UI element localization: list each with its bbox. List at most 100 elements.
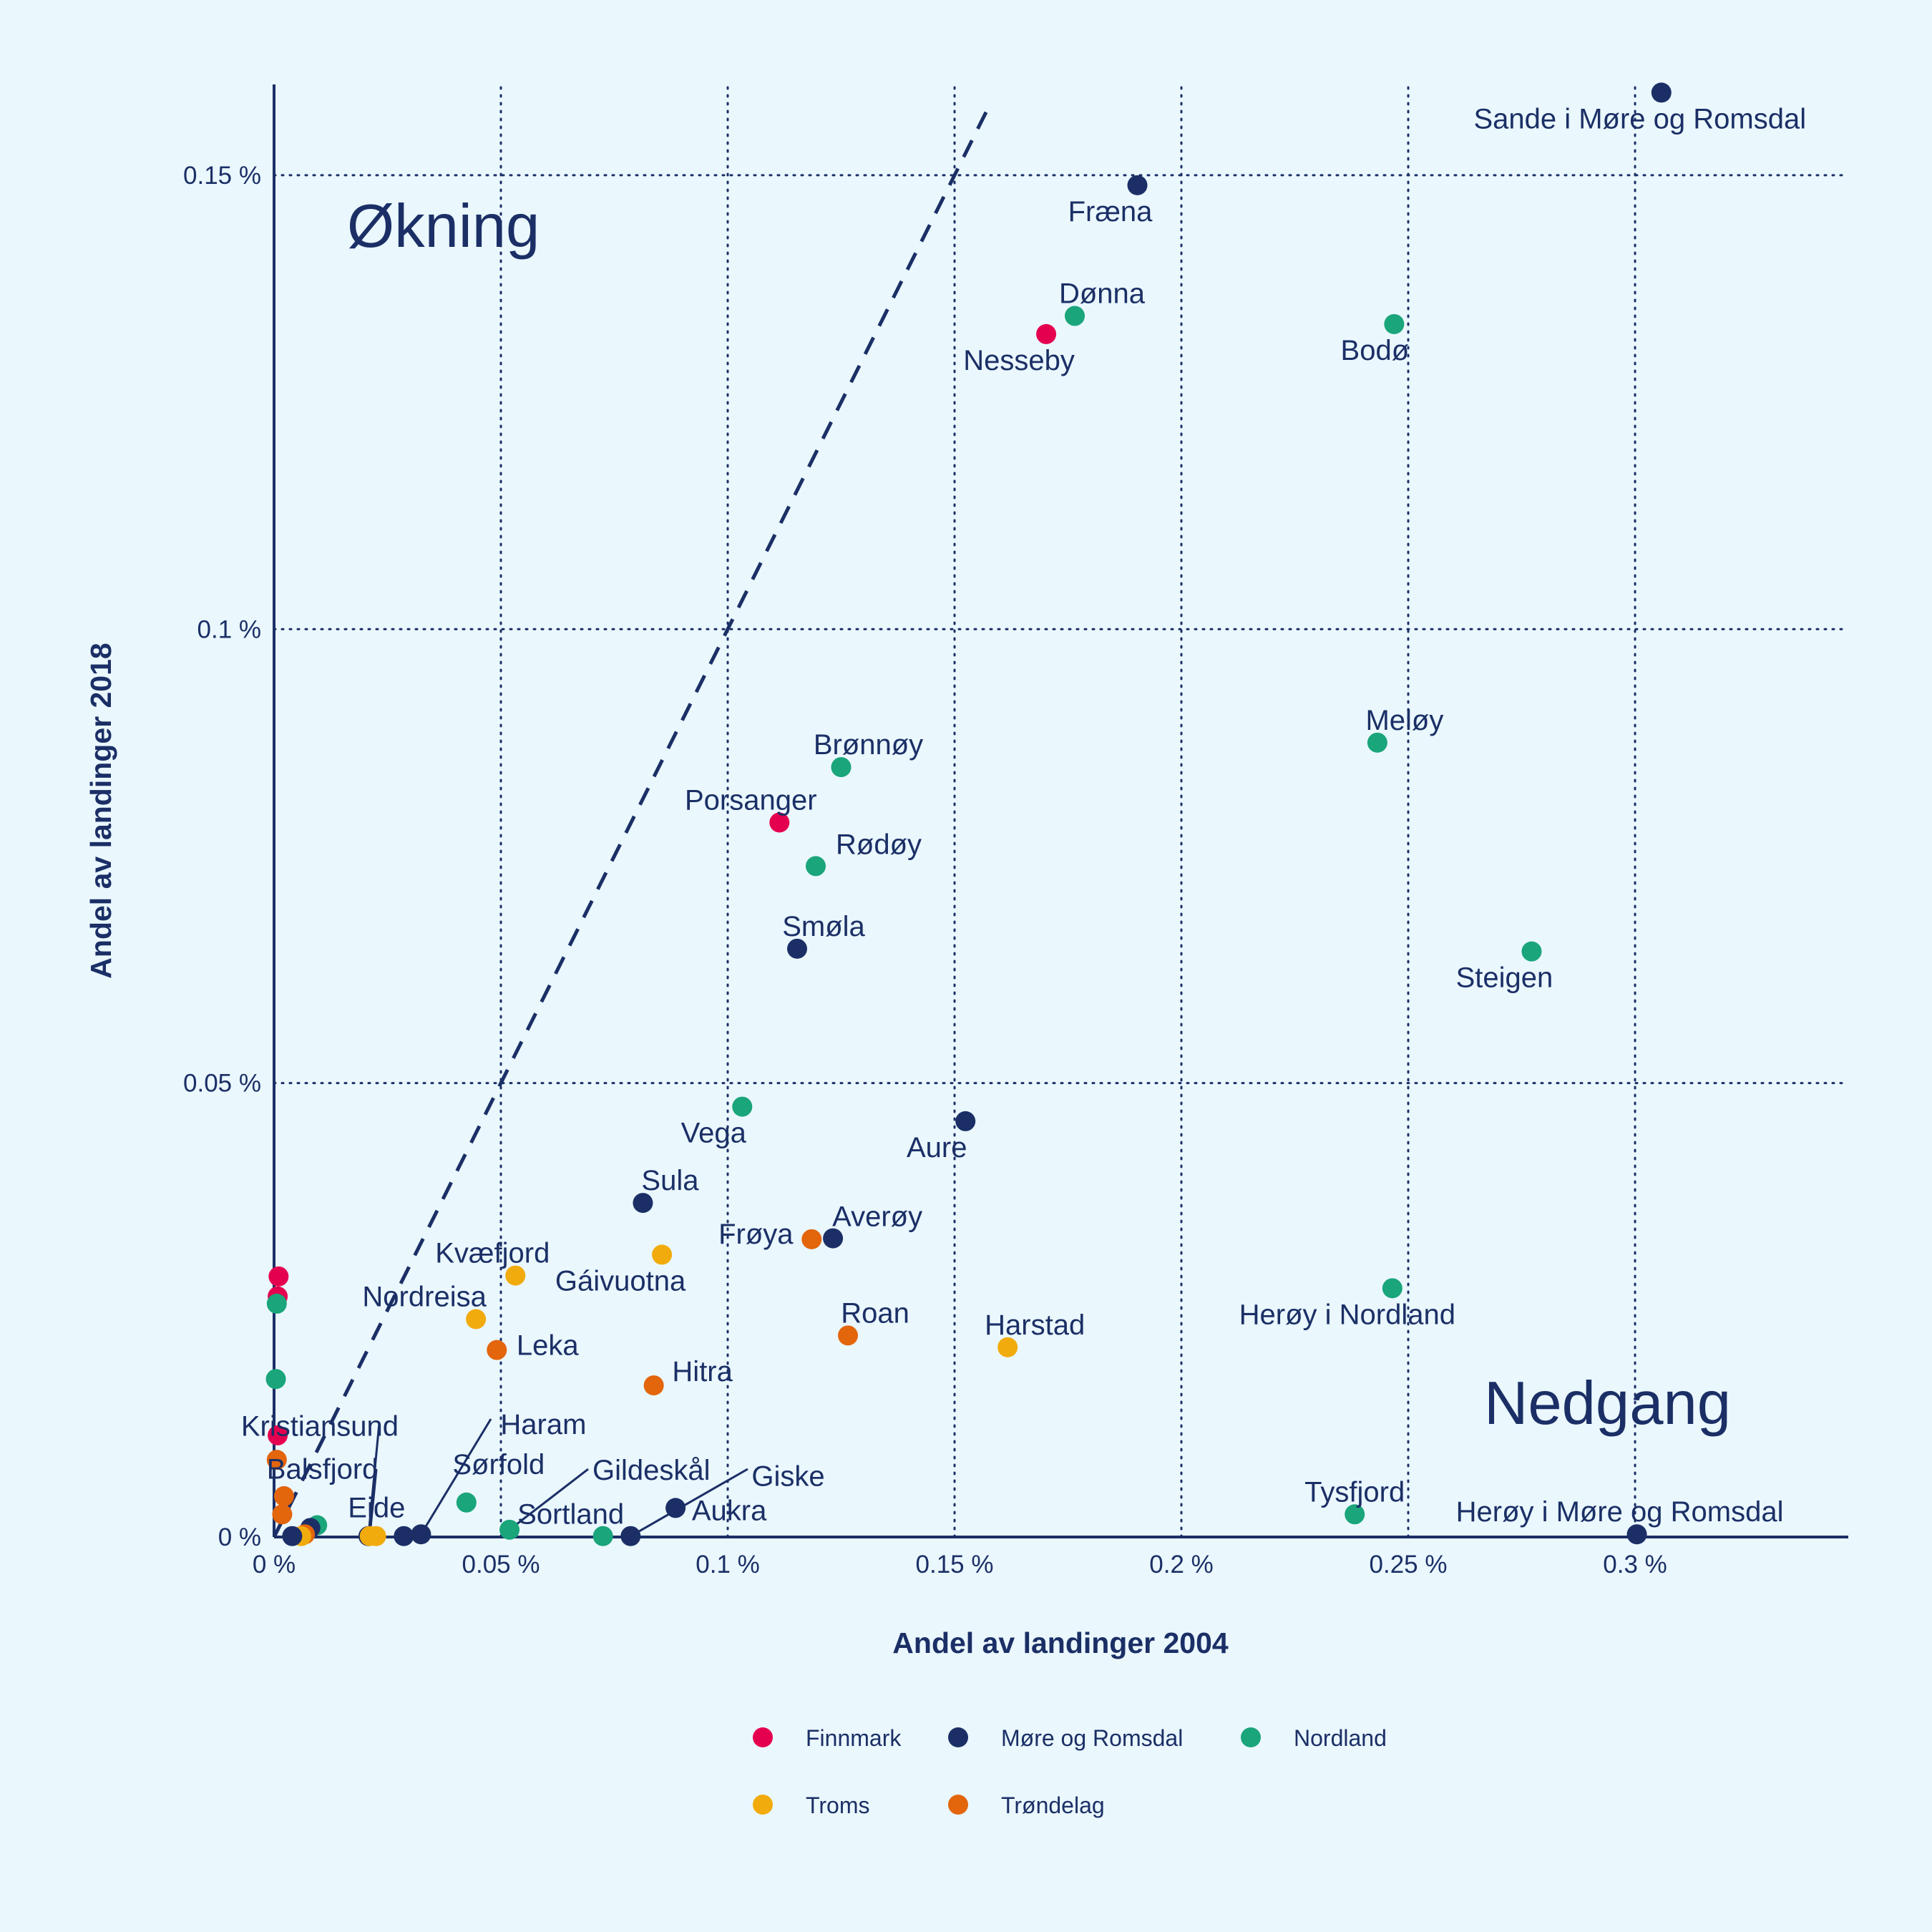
point-label: Sula bbox=[641, 1165, 699, 1196]
data-point bbox=[665, 1498, 686, 1518]
point-label: Meløy bbox=[1365, 705, 1443, 736]
point-label: Sande i Møre og Romsdal bbox=[1473, 103, 1806, 135]
leader-line bbox=[509, 1468, 589, 1531]
point-label: Aukra bbox=[692, 1495, 767, 1526]
data-point bbox=[272, 1504, 293, 1525]
leader-line bbox=[367, 1423, 381, 1536]
data-point bbox=[265, 1369, 286, 1390]
data-point bbox=[266, 1450, 287, 1470]
data-point bbox=[997, 1337, 1018, 1357]
leader-line bbox=[420, 1418, 492, 1535]
x-axis-title: Andel av landinger 2004 bbox=[892, 1626, 1229, 1659]
data-point bbox=[1127, 175, 1148, 195]
data-point bbox=[456, 1492, 477, 1513]
point-label: Balsfjord bbox=[267, 1454, 379, 1485]
legend-label: Finnmark bbox=[806, 1725, 902, 1751]
data-point bbox=[1626, 1524, 1647, 1545]
y-axis-title: Andel av landinger 2018 bbox=[84, 643, 117, 978]
point-label: Roan bbox=[841, 1297, 909, 1329]
point-label: Sørfold bbox=[452, 1449, 545, 1480]
data-point bbox=[801, 1229, 822, 1249]
data-point bbox=[1384, 313, 1405, 334]
leader-line bbox=[630, 1468, 748, 1538]
data-point bbox=[394, 1526, 414, 1546]
data-point bbox=[268, 1266, 289, 1287]
legend-swatch bbox=[948, 1795, 968, 1815]
point-label: Nordreisa bbox=[362, 1282, 487, 1313]
data-points bbox=[265, 82, 1672, 1546]
data-point bbox=[732, 1096, 753, 1117]
data-point bbox=[1036, 323, 1057, 344]
data-point bbox=[411, 1524, 431, 1545]
legend-label: Møre og Romsdal bbox=[1001, 1725, 1183, 1751]
point-label: Rødøy bbox=[836, 829, 922, 860]
data-point bbox=[806, 856, 826, 877]
legend-label: Nordland bbox=[1294, 1725, 1387, 1751]
data-point bbox=[1651, 82, 1672, 103]
data-point bbox=[505, 1265, 526, 1286]
point-label: Herøy i Nordland bbox=[1239, 1299, 1455, 1330]
point-label: Steigen bbox=[1456, 962, 1553, 994]
point-label: Dønna bbox=[1059, 278, 1146, 310]
data-point bbox=[838, 1325, 859, 1346]
y-tick-label: 0.05 % bbox=[183, 1070, 261, 1098]
point-label: Porsanger bbox=[685, 784, 817, 816]
point-label: Gildeskål bbox=[592, 1455, 711, 1486]
data-point bbox=[1367, 732, 1387, 753]
grid-lines bbox=[273, 83, 1850, 1538]
point-label: Nesseby bbox=[963, 345, 1075, 376]
point-label: Fræna bbox=[1068, 196, 1153, 228]
y-tick-label: 0 % bbox=[218, 1523, 261, 1551]
data-point bbox=[787, 938, 808, 959]
y-axis-ticks: 0 % 0.05 % 0.1 % 0.15 % bbox=[183, 162, 261, 1551]
point-label: Kvæfjord bbox=[435, 1238, 550, 1269]
data-point bbox=[1521, 941, 1542, 962]
x-tick-label: 0.05 % bbox=[462, 1551, 540, 1579]
data-point bbox=[592, 1526, 613, 1546]
point-label: Frøya bbox=[718, 1219, 794, 1250]
data-point bbox=[282, 1526, 303, 1546]
point-label: Averøy bbox=[832, 1201, 922, 1233]
x-tick-label: 0.2 % bbox=[1149, 1551, 1214, 1579]
data-point bbox=[620, 1526, 641, 1546]
diagonal-dashed-line bbox=[272, 110, 988, 1538]
region-label-increase: Økning bbox=[347, 192, 540, 260]
reference-line bbox=[272, 110, 988, 1538]
point-label: Tysfjord bbox=[1304, 1476, 1405, 1508]
leader-line bbox=[369, 1468, 378, 1536]
point-label: Gáivuotna bbox=[555, 1265, 686, 1297]
data-point bbox=[633, 1193, 653, 1214]
data-point bbox=[466, 1309, 487, 1330]
point-labels: Sande i Møre og Romsdal Fræna Dønna Nesseby… bbox=[241, 103, 1806, 1530]
x-tick-label: 0.25 % bbox=[1370, 1551, 1448, 1579]
legend-swatch bbox=[1241, 1727, 1261, 1747]
point-label: Aure bbox=[907, 1132, 967, 1163]
data-point bbox=[643, 1375, 664, 1396]
x-tick-label: 0 % bbox=[253, 1551, 296, 1579]
point-label: Sortland bbox=[517, 1499, 624, 1531]
legend-swatch bbox=[753, 1795, 773, 1815]
point-label: Kristiansund bbox=[241, 1411, 399, 1443]
point-label: Giske bbox=[751, 1461, 824, 1493]
y-tick-label: 0.1 % bbox=[197, 615, 262, 643]
x-tick-label: 0.3 % bbox=[1603, 1551, 1667, 1579]
data-point bbox=[266, 1293, 287, 1314]
data-point bbox=[499, 1519, 520, 1540]
point-label: Smøla bbox=[782, 911, 865, 942]
legend-swatch bbox=[948, 1727, 968, 1747]
point-label: Herøy i Møre og Romsdal bbox=[1456, 1496, 1784, 1528]
point-label: Leka bbox=[517, 1330, 579, 1362]
x-tick-label: 0.15 % bbox=[916, 1551, 994, 1579]
data-point bbox=[1065, 306, 1085, 326]
data-point bbox=[273, 1485, 294, 1506]
data-point bbox=[955, 1111, 976, 1131]
region-label-decrease: Nedgang bbox=[1484, 1370, 1731, 1438]
point-label: Hitra bbox=[672, 1356, 733, 1387]
legend-label: Troms bbox=[806, 1792, 869, 1818]
data-point bbox=[831, 757, 852, 778]
x-tick-label: 0.1 % bbox=[696, 1551, 760, 1579]
y-tick-label: 0.15 % bbox=[183, 162, 261, 190]
data-point bbox=[769, 812, 790, 833]
x-axis-ticks: 0 % 0.05 % 0.1 % 0.15 % 0.2 % 0.25 % 0.3 % bbox=[253, 1551, 1667, 1579]
